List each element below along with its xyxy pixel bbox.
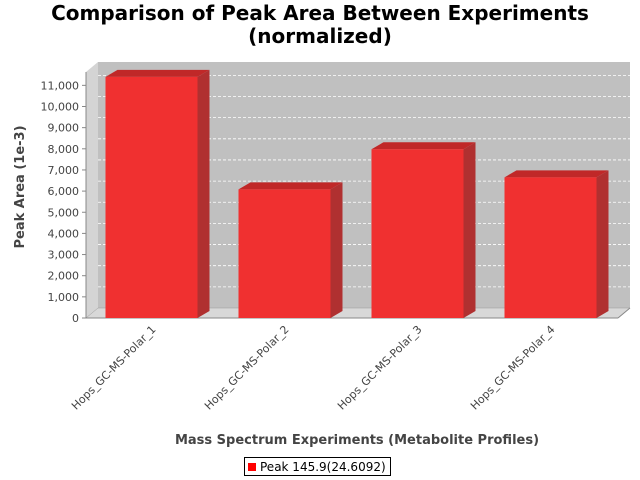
plot-left-wall bbox=[86, 62, 98, 318]
chart-title: Comparison of Peak Area Between Experime… bbox=[0, 2, 640, 48]
x-axis-label: Mass Spectrum Experiments (Metabolite Pr… bbox=[175, 433, 539, 448]
bar-front-face bbox=[105, 76, 198, 318]
bar-side-face bbox=[330, 182, 343, 318]
bar-top-face bbox=[238, 182, 343, 190]
bar-side-face bbox=[596, 170, 609, 318]
x-tick-label: Hops_GC-MS-Polar_2 bbox=[202, 323, 292, 413]
plot-back-wall bbox=[98, 62, 630, 308]
bar bbox=[105, 69, 210, 318]
legend: Peak 145.9(24.6092) bbox=[244, 457, 391, 476]
legend-entry-label: Peak 145.9(24.6092) bbox=[260, 459, 386, 474]
x-tick-label: Hops_GC-MS-Polar_3 bbox=[335, 323, 425, 413]
y-tick-label: 5,000 bbox=[48, 206, 80, 219]
y-axis: 0 1,000 2,000 3,000 4,000 5,000 6,000 7,000 8,00… bbox=[41, 72, 87, 325]
x-tick-label: Hops_GC-MS-Polar_4 bbox=[468, 323, 558, 413]
y-tick-label: 9,000 bbox=[48, 122, 80, 135]
legend-swatch bbox=[248, 462, 256, 471]
y-axis-label: Peak Area (1e-3) bbox=[13, 125, 28, 248]
bar-front-face bbox=[371, 149, 464, 318]
x-axis: Hops_GC-MS-Polar_1 Hops_GC-MS-Polar_2 Hops… bbox=[69, 323, 558, 413]
y-tick-label: 6,000 bbox=[48, 185, 80, 198]
y-tick-label: 0 bbox=[72, 312, 79, 325]
y-tick-label: 11,000 bbox=[41, 79, 80, 92]
y-tick-label: 3,000 bbox=[48, 249, 80, 262]
y-tick-label: 8,000 bbox=[48, 143, 80, 156]
bar-top-face bbox=[504, 170, 609, 178]
grid-lines bbox=[98, 74, 630, 288]
bar bbox=[371, 142, 476, 318]
bar-top-face bbox=[105, 69, 210, 77]
bar bbox=[238, 182, 343, 318]
y-tick-label: 4,000 bbox=[48, 227, 80, 240]
bar-side-face bbox=[197, 69, 210, 318]
y-tick-label: 1,000 bbox=[48, 291, 80, 304]
bar-top-face bbox=[371, 142, 476, 150]
bar-front-face bbox=[238, 189, 331, 318]
bar-side-face bbox=[463, 142, 476, 318]
y-tick-label: 2,000 bbox=[48, 270, 80, 283]
bar bbox=[504, 170, 609, 318]
chart-title-line: Comparison of Peak Area Between Experime… bbox=[51, 1, 589, 25]
y-tick-label: 10,000 bbox=[41, 101, 80, 114]
y-tick-label: 7,000 bbox=[48, 164, 80, 177]
x-tick-label: Hops_GC-MS-Polar_1 bbox=[69, 323, 159, 413]
chart-subtitle-line: (normalized) bbox=[248, 24, 392, 48]
floor-edge bbox=[617, 307, 631, 319]
bar-front-face bbox=[504, 177, 597, 318]
bars bbox=[105, 69, 609, 318]
